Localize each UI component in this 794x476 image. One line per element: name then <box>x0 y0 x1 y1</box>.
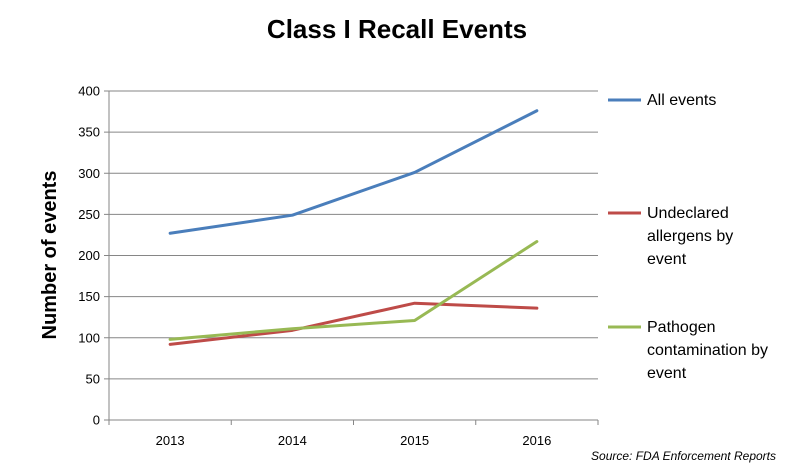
x-tick-label: 2016 <box>522 433 551 448</box>
series-lines <box>168 109 539 346</box>
axes <box>104 90 599 425</box>
x-tick-label: 2013 <box>156 433 185 448</box>
series-line <box>168 109 539 235</box>
y-tick-label: 150 <box>78 289 100 304</box>
gridlines <box>109 90 598 380</box>
legend-label: Pathogen <box>647 319 716 336</box>
chart-title: Class I Recall Events <box>267 14 527 44</box>
legend: All events Undeclared allergens by event Pat… <box>608 92 768 382</box>
x-tick-label: 2014 <box>278 433 307 448</box>
legend-label: contamination by <box>647 342 768 359</box>
y-tick-label: 100 <box>78 330 100 345</box>
tick-labels: 0 50 100 150 200 250 300 350 400 2013 2014 2015 2016 <box>78 84 551 449</box>
legend-label: allergens by <box>647 228 733 245</box>
x-tick-label: 2015 <box>400 433 429 448</box>
legend-label: All events <box>647 92 716 109</box>
y-tick-label: 200 <box>78 248 100 263</box>
series-line <box>168 301 539 346</box>
y-tick-label: 50 <box>86 371 100 386</box>
series-line <box>168 240 539 341</box>
legend-label: Undeclared <box>647 205 729 222</box>
source-note: Source: FDA Enforcement Reports <box>591 449 776 463</box>
y-tick-label: 300 <box>78 166 100 181</box>
y-tick-label: 350 <box>78 125 100 140</box>
legend-label: event <box>647 251 687 268</box>
y-axis-label: Number of events <box>39 171 61 340</box>
y-tick-label: 250 <box>78 207 100 222</box>
legend-label: event <box>647 365 687 382</box>
y-tick-label: 400 <box>78 84 100 99</box>
y-tick-label: 0 <box>93 413 100 428</box>
